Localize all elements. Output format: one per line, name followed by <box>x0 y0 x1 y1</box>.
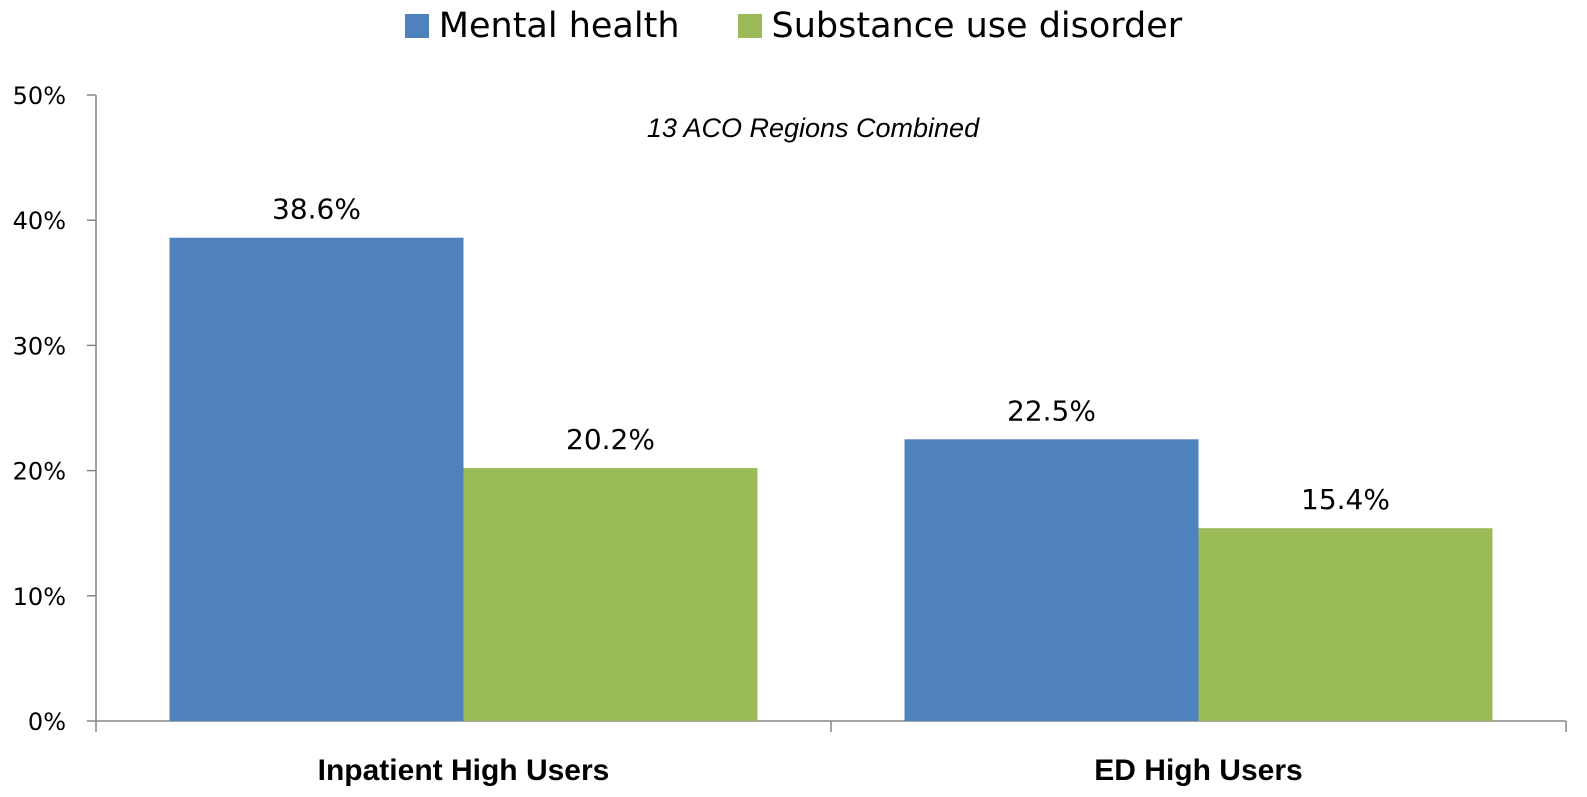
y-tick-label: 0% <box>28 708 66 736</box>
y-tick-label: 50% <box>13 82 66 110</box>
legend-swatch-mental-health <box>404 14 429 38</box>
bar <box>463 468 758 721</box>
legend-swatch-substance-use <box>737 14 762 38</box>
y-tick-label: 30% <box>13 332 66 360</box>
legend-item-mental-health[interactable]: Mental health <box>404 6 680 46</box>
legend-item-substance-use[interactable]: Substance use disorder <box>737 6 1183 46</box>
bar <box>904 439 1199 721</box>
data-label: 22.5% <box>1007 394 1096 427</box>
plot-area: 0% 10% 20% 30% 40% 50% Inpatient High Users 38.… <box>13 82 1567 787</box>
data-label: 20.2% <box>566 423 655 456</box>
bar <box>1198 528 1493 721</box>
y-tick-label: 40% <box>13 207 66 235</box>
y-tick-label: 10% <box>13 583 66 611</box>
legend-label-mental-health: Mental health <box>438 6 680 46</box>
data-label: 38.6% <box>272 193 361 226</box>
y-tick-label: 20% <box>13 458 66 486</box>
x-category-label: ED High Users <box>1094 754 1302 787</box>
x-category-label: Inpatient High Users <box>318 754 610 787</box>
legend-label-substance-use: Substance use disorder <box>771 6 1183 46</box>
chart-subtitle: 13 ACO Regions Combined <box>647 113 980 143</box>
data-label: 15.4% <box>1301 483 1390 516</box>
bar <box>169 237 464 721</box>
legend: Mental health Substance use disorder <box>0 6 1587 46</box>
